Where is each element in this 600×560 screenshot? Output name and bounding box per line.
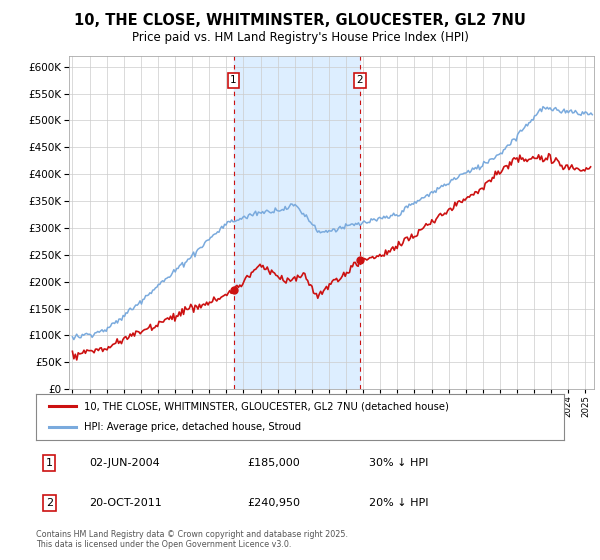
Text: 02-JUN-2004: 02-JUN-2004	[89, 458, 160, 468]
Text: 2: 2	[356, 75, 363, 85]
Text: 20% ↓ HPI: 20% ↓ HPI	[368, 498, 428, 508]
Text: 10, THE CLOSE, WHITMINSTER, GLOUCESTER, GL2 7NU (detached house): 10, THE CLOSE, WHITMINSTER, GLOUCESTER, …	[83, 401, 448, 411]
Text: Contains HM Land Registry data © Crown copyright and database right 2025.
This d: Contains HM Land Registry data © Crown c…	[36, 530, 348, 549]
Text: 2: 2	[46, 498, 53, 508]
Text: £185,000: £185,000	[247, 458, 300, 468]
Bar	[233, 56, 360, 389]
Text: 30% ↓ HPI: 30% ↓ HPI	[368, 458, 428, 468]
Text: 1: 1	[46, 458, 53, 468]
Text: 1: 1	[230, 75, 237, 85]
Text: HPI: Average price, detached house, Stroud: HPI: Average price, detached house, Stro…	[83, 422, 301, 432]
Text: 10, THE CLOSE, WHITMINSTER, GLOUCESTER, GL2 7NU: 10, THE CLOSE, WHITMINSTER, GLOUCESTER, …	[74, 13, 526, 28]
Text: 20-OCT-2011: 20-OCT-2011	[89, 498, 161, 508]
Text: £240,950: £240,950	[247, 498, 300, 508]
Text: Price paid vs. HM Land Registry's House Price Index (HPI): Price paid vs. HM Land Registry's House …	[131, 31, 469, 44]
